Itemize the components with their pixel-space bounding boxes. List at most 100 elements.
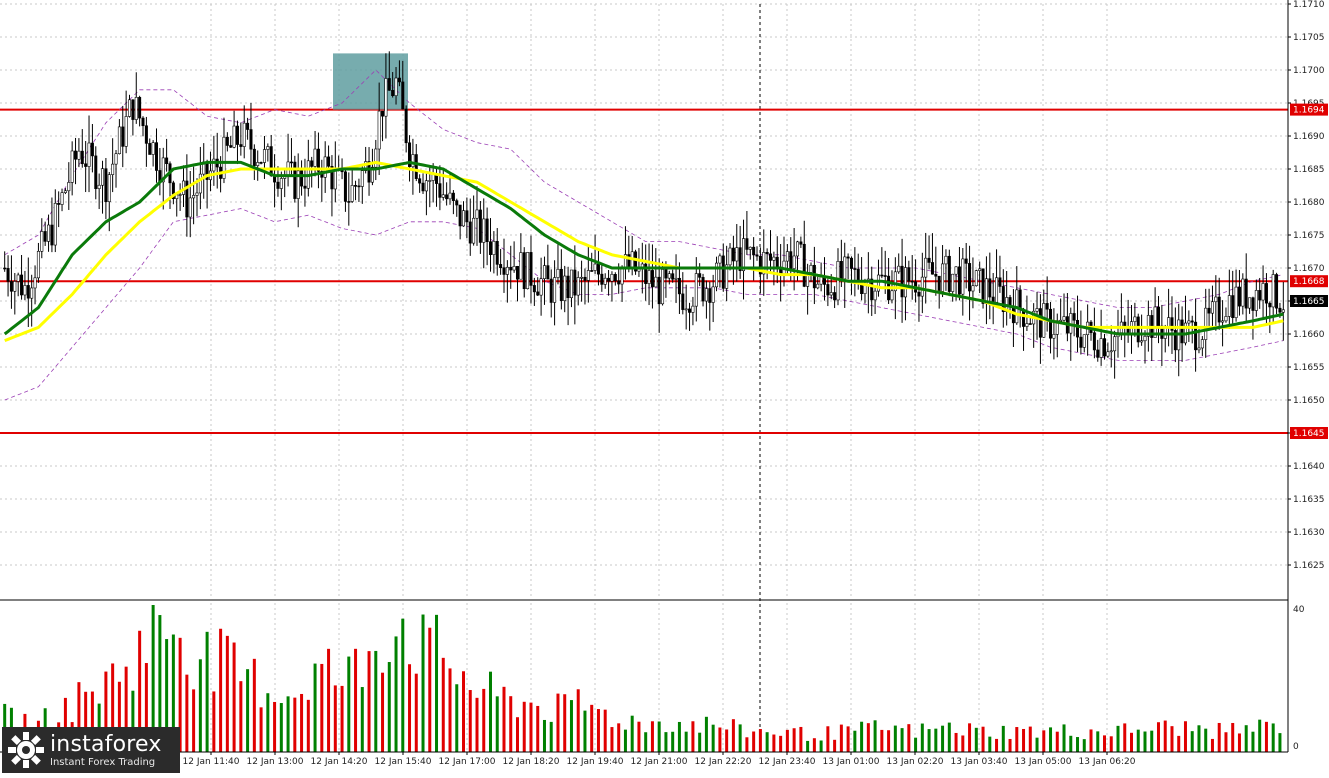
candle-body [765, 252, 769, 255]
candle-body [195, 192, 199, 196]
volume-bar [401, 618, 405, 752]
volume-bar [650, 721, 654, 752]
volume-bar [812, 738, 816, 752]
candle-body [1109, 350, 1113, 353]
volume-bar [1103, 735, 1107, 752]
volume-bar [772, 734, 776, 752]
candle-body [526, 252, 530, 290]
current-price-label: 1.1665 [1293, 297, 1325, 307]
candle-body [330, 165, 334, 190]
volume-bar [515, 717, 519, 752]
volume-bar [462, 671, 466, 752]
volume-bar [1237, 733, 1241, 752]
candle-body [596, 263, 600, 275]
volume-bar [1035, 737, 1039, 752]
level-badge-label: 1.1668 [1293, 277, 1325, 287]
candle-body [381, 110, 385, 117]
time-tick-label: 12 Jan 11:40 [183, 757, 240, 767]
candle-body [289, 161, 293, 164]
volume-bar [995, 738, 999, 752]
volume-bar [617, 723, 621, 752]
candle-body [903, 267, 907, 298]
candle-body [488, 241, 492, 255]
volume-bar [522, 701, 526, 752]
candle-body [6, 268, 10, 282]
volume-bar [671, 731, 675, 752]
candle-body [77, 150, 81, 160]
volume-bar [441, 657, 445, 752]
volume-bar [968, 723, 972, 752]
candle-body [556, 268, 560, 278]
time-tick-label: 12 Jan 17:00 [439, 757, 496, 767]
volume-bar [1028, 726, 1032, 752]
candle-body [111, 163, 115, 175]
volume-bar [981, 726, 985, 752]
candle-body [475, 209, 479, 219]
candle-body [661, 269, 665, 305]
candle-body [1099, 338, 1103, 358]
candle-body [107, 174, 111, 203]
time-tick-label: 12 Jan 21:00 [631, 757, 688, 767]
volume-bar [1258, 719, 1262, 752]
candle-body [387, 78, 391, 91]
candle-body [745, 238, 749, 250]
candle-body [816, 283, 820, 289]
candle-body [900, 265, 904, 298]
volume-bar [1089, 729, 1093, 752]
volume-bar [718, 727, 722, 752]
volume-bar [428, 627, 432, 752]
candle-body [316, 148, 320, 172]
candle-body [1035, 308, 1039, 312]
volume-bar [131, 690, 135, 752]
volume-bar [1143, 731, 1147, 752]
time-tick-label: 12 Jan 14:20 [311, 757, 368, 767]
volume-bar [691, 721, 695, 752]
volume-bar [563, 694, 567, 752]
candle-body [1197, 347, 1201, 351]
candle-body [357, 185, 361, 188]
volume-bar [259, 707, 263, 752]
candle-body [1052, 334, 1056, 339]
candle-body [1214, 296, 1218, 303]
volume-bar [475, 697, 479, 752]
candle-body [104, 168, 108, 203]
volume-bar [1109, 736, 1113, 752]
candle-body [1210, 301, 1214, 314]
ma-fast-line [3, 160, 1284, 336]
volume-bar [1231, 722, 1235, 752]
volume-bar [873, 720, 877, 752]
volume-bar [448, 668, 452, 752]
volume-bar [590, 704, 594, 752]
candle-body [1025, 323, 1029, 327]
volume-bar [225, 635, 229, 752]
candlesticks [3, 51, 1285, 379]
volume-bar [144, 663, 148, 752]
candle-body [360, 170, 364, 187]
candle-body [1261, 283, 1265, 301]
volume-bar [900, 728, 904, 752]
volume-bar [637, 721, 641, 752]
candle-body [1049, 308, 1053, 339]
candle-body [846, 256, 850, 259]
volume-bar [117, 681, 121, 752]
volume-bar [488, 671, 492, 752]
candle-body [1200, 339, 1204, 349]
volume-bar [684, 731, 688, 752]
price-tick-label: 1.1640 [1293, 462, 1325, 472]
candle-body [155, 142, 159, 171]
candle-body [1170, 317, 1174, 331]
candle-body [401, 81, 405, 110]
volume-bar [542, 719, 546, 752]
candle-body [499, 264, 503, 269]
candle-body [36, 250, 40, 279]
candle-body [829, 292, 833, 296]
candle-body [512, 266, 516, 271]
candle-body [70, 150, 74, 183]
candle-body [951, 273, 955, 292]
candle-body [458, 204, 462, 227]
candle-body [1113, 336, 1117, 352]
candle-body [995, 277, 999, 303]
volume-bar [583, 710, 587, 752]
candle-body [1103, 338, 1107, 357]
